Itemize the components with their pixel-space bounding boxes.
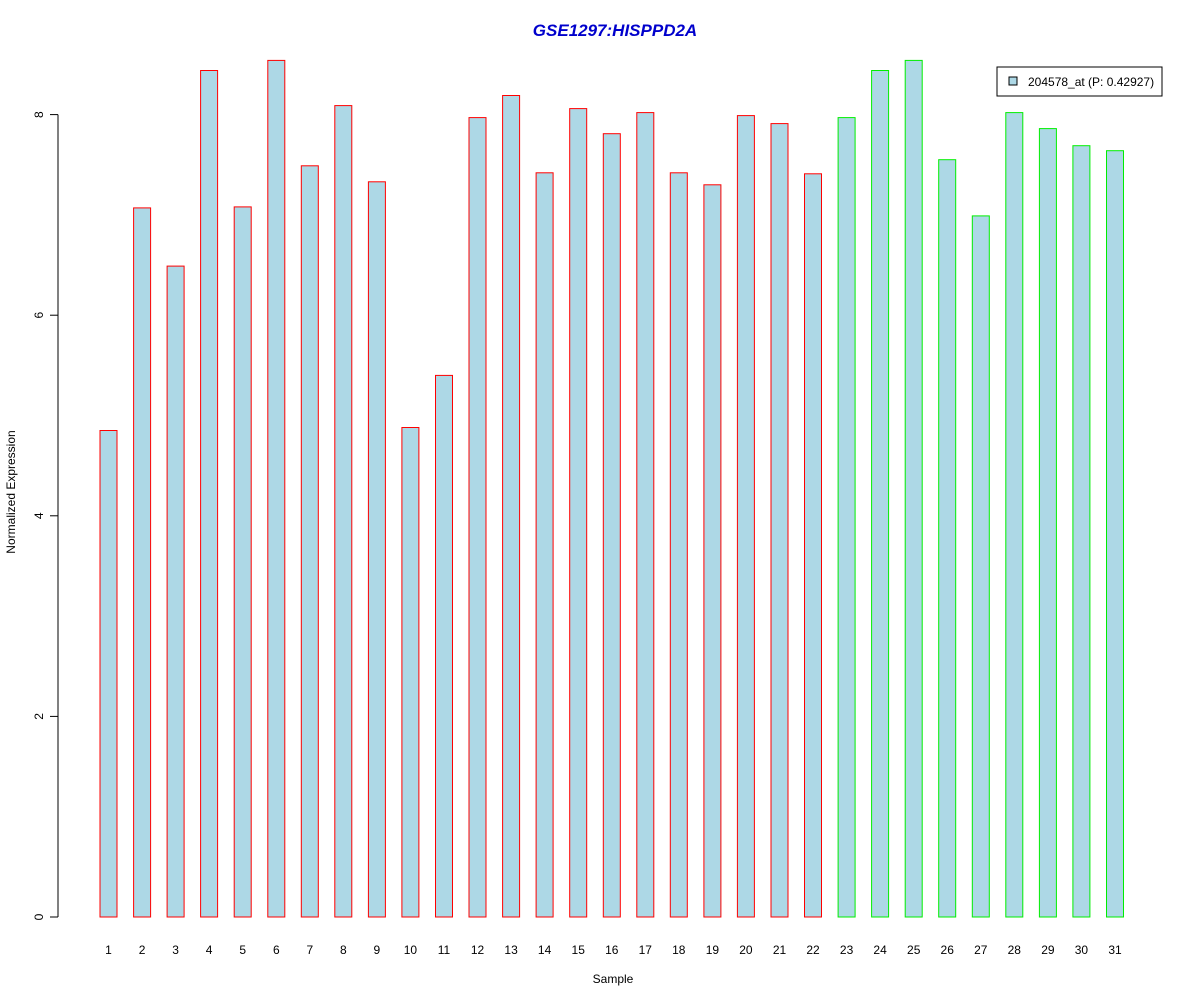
bar-sample-22 xyxy=(804,173,822,918)
bar-sample-16 xyxy=(602,133,621,918)
legend-label: 204578_at (P: 0.42927) xyxy=(1028,75,1154,89)
x-tick-labels: 1 2 3 4 5 6 7 8 9 10 11 12 13 14 15 16 17 18 19 20 21 22 23 24 2… xyxy=(105,943,1122,957)
bar-sample-30 xyxy=(1072,145,1091,918)
bar-sample-24 xyxy=(871,70,890,918)
x-tick-label: 9 xyxy=(374,943,381,957)
bar-sample-28 xyxy=(1005,112,1024,918)
bar-sample-26 xyxy=(938,159,957,918)
bar-sample-6 xyxy=(267,59,286,918)
bar-sample-10 xyxy=(401,427,420,918)
bar-sample-19 xyxy=(703,184,722,918)
x-tick-label: 15 xyxy=(572,943,586,957)
x-tick-label: 18 xyxy=(672,943,686,957)
y-tick-label: 2 xyxy=(32,713,46,720)
bar-sample-29 xyxy=(1038,128,1057,918)
x-tick-label: 23 xyxy=(840,943,854,957)
y-tick-label: 8 xyxy=(32,111,46,118)
x-tick-label: 28 xyxy=(1008,943,1022,957)
x-tick-label: 13 xyxy=(504,943,518,957)
x-tick-label: 8 xyxy=(340,943,347,957)
x-tick-label: 7 xyxy=(306,943,313,957)
y-axis: 0 2 4 6 8 xyxy=(32,111,59,920)
x-tick-label: 22 xyxy=(806,943,820,957)
y-tick-label: 0 xyxy=(32,913,46,920)
x-tick-label: 14 xyxy=(538,943,552,957)
x-tick-label: 4 xyxy=(206,943,213,957)
bar-sample-7 xyxy=(300,165,319,918)
x-tick-label: 20 xyxy=(739,943,753,957)
bar-sample-31 xyxy=(1106,150,1124,918)
x-tick-label: 21 xyxy=(773,943,787,957)
bar-sample-5 xyxy=(233,206,252,918)
y-axis-label: Normalized Expression xyxy=(4,430,18,553)
x-tick-label: 27 xyxy=(974,943,988,957)
bar-sample-14 xyxy=(535,172,554,918)
x-tick-label: 12 xyxy=(471,943,485,957)
x-tick-label: 11 xyxy=(438,943,451,957)
x-axis-label: Sample xyxy=(593,972,634,986)
legend: 204578_at (P: 0.42927) xyxy=(996,66,1163,97)
bar-sample-21 xyxy=(770,123,789,918)
y-tick-label: 6 xyxy=(32,312,46,319)
bar-sample-9 xyxy=(367,181,386,918)
bar-sample-12 xyxy=(468,117,487,918)
legend-box xyxy=(996,66,1163,97)
x-tick-label: 3 xyxy=(172,943,179,957)
x-tick-label: 1 xyxy=(105,943,112,957)
x-tick-label: 29 xyxy=(1041,943,1055,957)
bar-sample-18 xyxy=(669,172,688,918)
bar-sample-2 xyxy=(133,207,152,918)
x-tick-label: 19 xyxy=(706,943,720,957)
bar-sample-11 xyxy=(435,374,453,918)
x-tick-label: 16 xyxy=(605,943,619,957)
bar-sample-4 xyxy=(200,70,219,918)
x-tick-label: 30 xyxy=(1075,943,1089,957)
bar-sample-20 xyxy=(736,115,755,918)
bar-sample-1 xyxy=(99,430,118,918)
x-tick-label: 17 xyxy=(639,943,653,957)
x-tick-label: 25 xyxy=(907,943,921,957)
bar-sample-27 xyxy=(971,215,990,918)
bar-sample-23 xyxy=(837,117,856,918)
chart-title: GSE1297:HISPPD2A xyxy=(533,21,697,40)
x-tick-label: 24 xyxy=(873,943,887,957)
x-tick-label: 2 xyxy=(139,943,146,957)
x-tick-label: 6 xyxy=(273,943,280,957)
bar-sample-25 xyxy=(904,59,923,918)
x-tick-label: 5 xyxy=(239,943,246,957)
bar-sample-15 xyxy=(569,108,588,918)
x-tick-label: 10 xyxy=(404,943,418,957)
x-tick-label: 26 xyxy=(941,943,955,957)
bars-group xyxy=(99,59,1124,918)
x-tick-label: 31 xyxy=(1108,943,1122,957)
legend-swatch xyxy=(1008,76,1018,86)
bar-sample-17 xyxy=(636,112,655,918)
bar-sample-8 xyxy=(334,105,353,918)
bar-sample-3 xyxy=(166,265,185,918)
bar-sample-13 xyxy=(502,95,521,918)
y-tick-label: 4 xyxy=(32,512,46,519)
